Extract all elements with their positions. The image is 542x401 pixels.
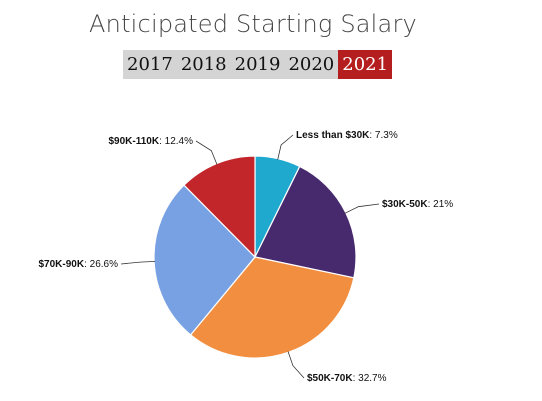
leader-line-less-than-30k (277, 134, 294, 160)
leader-line-70k-90k (120, 261, 156, 265)
year-tab-2020[interactable]: 2020 (284, 50, 339, 79)
slice-label-50k-70k: $50K-70K: 32.7% (307, 373, 387, 384)
slice-category: $30K-50K (382, 199, 428, 210)
leader-line-30k-50k (344, 203, 380, 214)
slice-category: Less than $30K (296, 130, 370, 141)
slice-category: $50K-70K (307, 373, 353, 384)
leader-line-50k-70k (287, 351, 305, 379)
year-tab-2019[interactable]: 2019 (230, 50, 285, 79)
slice-label-30k-50k: $30K-50K: 21% (382, 199, 453, 210)
year-tab-2021[interactable]: 2021 (338, 50, 393, 79)
slice-value: : 26.6% (84, 259, 118, 270)
slice-label-less-than-30k: Less than $30K: 7.3% (296, 130, 398, 141)
slice-value: : 12.4% (159, 136, 193, 147)
slice-category: $70K-90K (38, 259, 84, 270)
leader-line-90k-110k (195, 140, 218, 165)
page-title: Anticipated Starting Salary (89, 10, 417, 38)
slice-label-90k-110k: $90K-110K: 12.4% (108, 136, 193, 147)
year-tab-2017[interactable]: 2017 (123, 50, 177, 79)
slice-value: : 32.7% (353, 373, 387, 384)
slice-value: : 21% (428, 199, 454, 210)
slice-value: : 7.3% (369, 130, 397, 141)
slice-label-70k-90k: $70K-90K: 26.6% (38, 259, 118, 270)
slice-category: $90K-110K (108, 136, 159, 147)
year-tab-2018[interactable]: 2018 (176, 50, 231, 79)
year-tabs: 2017 2018 2019 2020 2021 (123, 50, 393, 79)
